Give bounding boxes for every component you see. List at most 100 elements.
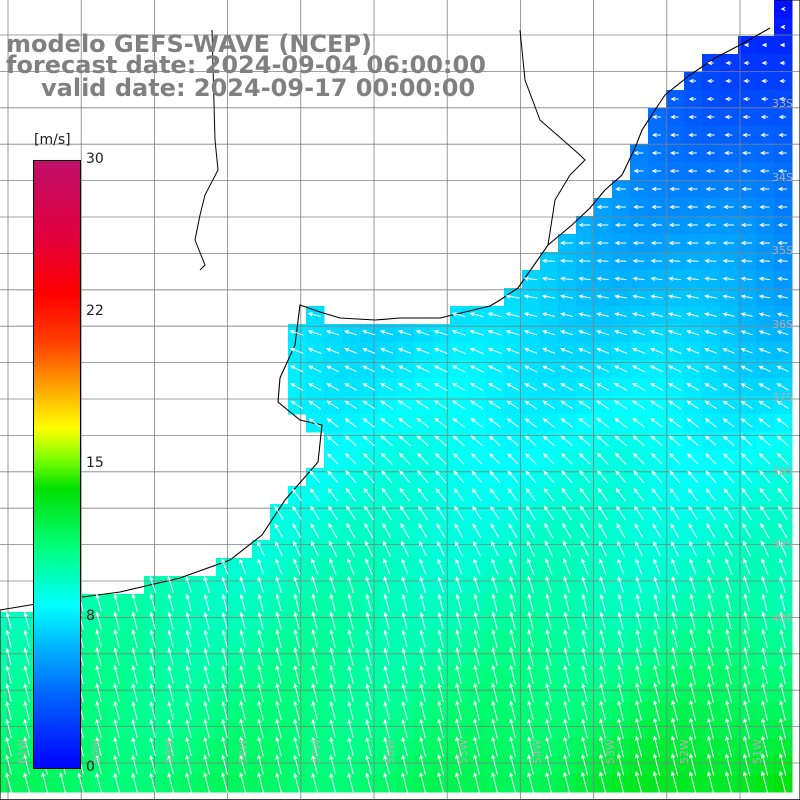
wind-vector <box>185 665 192 684</box>
wind-vector <box>469 365 484 373</box>
wind-vector <box>401 718 408 739</box>
wind-vector <box>686 435 699 447</box>
wind-vector <box>614 240 627 246</box>
wind-vector <box>740 312 753 317</box>
wind-vector <box>185 718 192 739</box>
wind-vector <box>617 717 624 740</box>
wind-vector <box>527 754 534 775</box>
wind-vector <box>671 628 678 649</box>
wind-vector <box>454 505 464 520</box>
wind-vector <box>725 628 732 649</box>
wind-vector <box>149 665 156 684</box>
wind-vector <box>488 383 502 391</box>
wind-vector <box>487 329 502 336</box>
wind-vector <box>722 222 734 228</box>
wind-vector <box>686 418 699 428</box>
wind-vector <box>759 168 770 174</box>
wind-vector <box>616 505 626 520</box>
wind-vector <box>743 682 750 703</box>
wind-vector <box>491 682 498 703</box>
wind-vector <box>347 701 354 720</box>
wind-vector <box>598 522 608 539</box>
wind-vector <box>401 754 408 775</box>
wind-vector <box>613 383 628 391</box>
wind-vector <box>670 132 679 138</box>
wind-vector <box>597 470 609 484</box>
wind-vector <box>437 718 444 739</box>
wind-vector <box>417 487 429 502</box>
wind-vector <box>758 365 771 373</box>
wind-vector <box>437 629 444 648</box>
wind-vector <box>131 629 138 648</box>
wind-vector <box>652 771 661 795</box>
wind-vector <box>635 629 642 648</box>
wind-vector <box>559 294 573 299</box>
wind-vector <box>471 470 483 483</box>
colorbar-tick-22: 22 <box>86 303 104 319</box>
wind-vector <box>274 505 284 520</box>
colorbar <box>33 160 81 769</box>
wind-vector <box>686 276 699 281</box>
wind-vector <box>329 629 336 648</box>
wind-vector <box>437 700 444 721</box>
wind-vector <box>614 294 627 299</box>
wind-vector <box>289 347 304 354</box>
wind-vector <box>671 699 679 722</box>
wind-vector <box>650 417 664 428</box>
wind-vector <box>365 593 372 612</box>
wind-vector <box>401 576 408 594</box>
wind-vector <box>544 540 554 557</box>
wind-vector <box>722 276 735 281</box>
wind-vector <box>724 540 733 557</box>
wind-vector <box>776 276 788 282</box>
wind-vector <box>685 330 700 336</box>
wind-vector <box>203 647 210 666</box>
wind-vector <box>743 60 750 66</box>
wind-vector <box>346 540 356 557</box>
wind-vector <box>635 576 642 593</box>
wind-vector <box>455 540 463 557</box>
wind-vector <box>685 347 700 354</box>
wind-vector <box>452 417 466 428</box>
wind-vector <box>778 752 787 777</box>
wind-vector <box>779 735 787 758</box>
wind-vector <box>509 772 516 793</box>
wind-vector <box>23 683 30 703</box>
wind-vector <box>293 558 301 575</box>
wind-vector <box>308 418 321 428</box>
wind-vector <box>383 772 390 793</box>
forecast-date: forecast date: 2024-09-04 06:00:00 <box>6 51 486 79</box>
wind-vector <box>289 383 304 391</box>
wind-vector <box>325 347 340 354</box>
wind-vector <box>505 347 520 354</box>
wind-vector <box>257 736 264 757</box>
wind-vector <box>707 611 714 630</box>
wind-vector <box>706 150 715 156</box>
wind-vector <box>542 365 556 373</box>
wind-vector <box>455 629 462 648</box>
wind-vector <box>653 558 661 575</box>
wind-vector <box>650 240 663 246</box>
wind-vector <box>599 558 607 575</box>
wind-vector <box>329 682 336 703</box>
wind-vector <box>415 382 430 391</box>
wind-vector <box>688 150 697 156</box>
wind-vector <box>5 647 12 666</box>
wind-vector <box>185 575 192 594</box>
wind-vector <box>491 611 498 630</box>
wind-vector <box>778 150 787 156</box>
wind-vector <box>617 540 625 557</box>
wind-vector <box>473 540 481 557</box>
wind-vector <box>599 753 607 776</box>
wind-vector <box>455 664 462 685</box>
wind-vector <box>419 665 426 684</box>
wind-vector <box>776 330 789 336</box>
wind-vector <box>707 717 715 740</box>
wind-vector <box>615 186 626 192</box>
wind-vector <box>310 505 320 520</box>
wind-vector <box>257 754 264 775</box>
wind-vector <box>707 575 715 594</box>
wind-vector <box>758 294 771 299</box>
wind-vector <box>725 646 732 667</box>
wind-vector <box>596 222 609 228</box>
